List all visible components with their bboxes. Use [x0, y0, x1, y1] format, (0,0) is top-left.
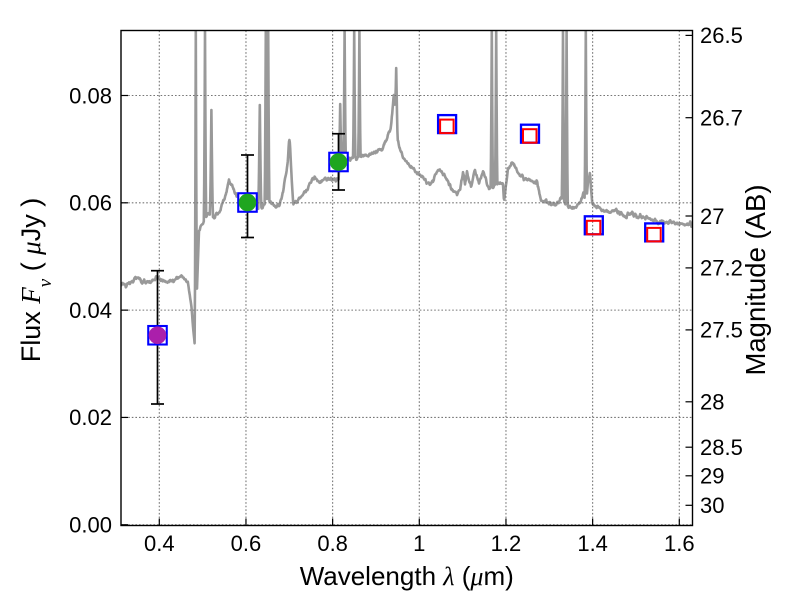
svg-text:1: 1: [413, 531, 425, 556]
svg-text:26.5: 26.5: [700, 23, 743, 48]
svg-text:0.06: 0.06: [69, 191, 112, 216]
svg-text:28: 28: [700, 390, 724, 415]
svg-text:Flux Fν ( μJy ): Flux Fν ( μJy ): [16, 198, 56, 363]
svg-text:1.2: 1.2: [491, 531, 522, 556]
svg-text:27: 27: [700, 204, 724, 229]
svg-text:30: 30: [700, 493, 724, 518]
svg-text:0.6: 0.6: [231, 531, 262, 556]
svg-text:0.04: 0.04: [69, 298, 112, 323]
svg-text:26.7: 26.7: [700, 106, 743, 131]
svg-text:0.4: 0.4: [144, 531, 175, 556]
svg-text:Magnitude (AB): Magnitude (AB): [740, 184, 771, 375]
svg-text:1.4: 1.4: [577, 531, 608, 556]
svg-text:Wavelength λ (μm): Wavelength λ (μm): [300, 561, 514, 591]
svg-text:28.5: 28.5: [700, 435, 743, 460]
svg-text:0.08: 0.08: [69, 83, 112, 108]
svg-text:27.2: 27.2: [700, 256, 743, 281]
svg-text:27.5: 27.5: [700, 318, 743, 343]
svg-text:1.6: 1.6: [664, 531, 695, 556]
svg-text:0.00: 0.00: [69, 513, 112, 538]
svg-text:0.02: 0.02: [69, 405, 112, 430]
svg-text:29: 29: [700, 464, 724, 489]
svg-text:0.8: 0.8: [317, 531, 348, 556]
